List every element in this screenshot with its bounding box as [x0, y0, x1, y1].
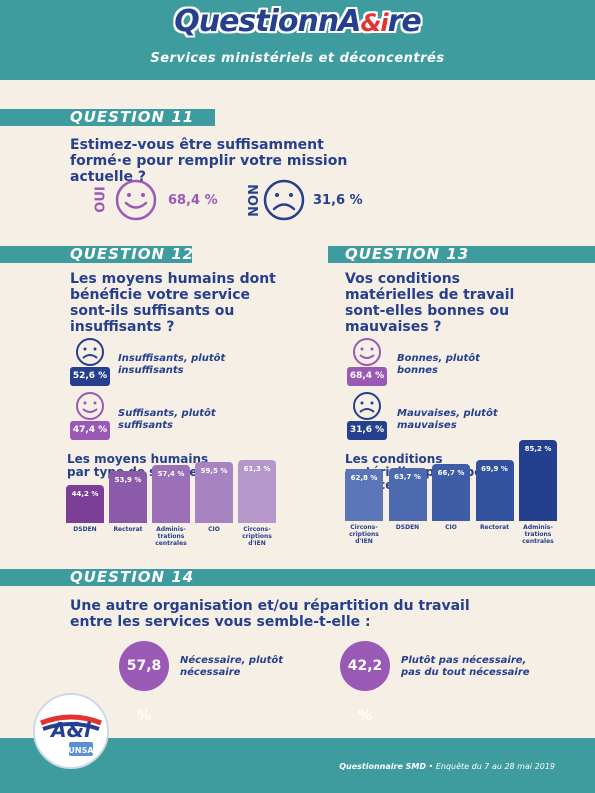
bar-value-label: 69,9 % — [481, 465, 508, 474]
q13-bonnes-badge: 68,4 % — [347, 367, 387, 386]
q12-label: QUESTION 12 — [70, 245, 195, 263]
logo-text: A&i — [49, 718, 92, 742]
oui-percent: 68,4 % — [168, 193, 218, 208]
q13-title: Vos conditions matérielles de travail so… — [345, 271, 515, 335]
sad-face-icon — [76, 338, 104, 366]
bar-category-label: Circons-criptions d'IEN — [349, 524, 379, 545]
q12-insuff-text: Insuffisants, plutôt insuffisants — [118, 353, 226, 376]
q13-mauvaises-text: Mauvaises, plutôt mauvaises — [397, 408, 498, 431]
bar-category-label: Adminis-trations centrales — [522, 524, 554, 545]
q14-pas-necessaire-text: Plutôt pas nécessaire, pas du tout néces… — [401, 655, 530, 678]
smile-face-icon — [115, 179, 157, 221]
bar-category-label: Circons-criptions d'IEN — [242, 526, 272, 547]
q13-band — [328, 246, 595, 263]
association-logo: A&i UNSA — [33, 693, 109, 769]
bar-value-label: 44,2 % — [71, 490, 99, 499]
bar-4: 61,3 % — [238, 459, 276, 523]
bar-3: 69,9 % — [475, 460, 514, 521]
q14-necessaire-circle: 57,8 % — [119, 641, 169, 724]
bar-3: 59,5 % — [195, 462, 233, 523]
smile-face-icon — [76, 392, 104, 420]
footer-text: Questionnaire SMD • Enquête du 7 au 28 m… — [339, 762, 555, 771]
q12-band — [0, 246, 192, 263]
bar-category-label: Rectorat — [113, 526, 143, 533]
q11-band — [0, 109, 215, 126]
q12-suff-badge: 47,4 % — [70, 421, 110, 440]
bar-category-label: Rectorat — [479, 524, 510, 531]
bar-value-label: 62,8 % — [350, 474, 378, 483]
non-percent: 31,6 % — [313, 193, 363, 208]
bar-2: 57,4 % — [152, 465, 190, 523]
bar-0: 62,8 % — [345, 469, 383, 521]
bar-value-label: 59,5 % — [200, 467, 228, 476]
non-label: NON — [246, 184, 262, 217]
bar-value-label: 63,7 % — [394, 473, 421, 482]
q12-suff-text: Suffisants, plutôt suffisants — [118, 408, 216, 431]
smile-face-icon — [353, 338, 381, 366]
bar-value-label: 61,3 % — [243, 464, 271, 473]
bar-value-label: 85,2 % — [524, 445, 552, 454]
bar-1: 53,9 % — [109, 470, 147, 523]
q14-necessaire-text: Nécessaire, plutôt nécessaire — [180, 655, 284, 678]
bar-1: 63,7 % — [388, 468, 427, 521]
bar-category-label: DSDEN — [395, 524, 420, 531]
q12-insuff-badge: 52,6 % — [70, 367, 110, 386]
bar-value-label: 57,4 % — [157, 470, 185, 479]
header-band — [0, 0, 595, 80]
brand-logo: QuestionnA&ire — [174, 4, 422, 39]
sad-face-icon — [353, 392, 381, 420]
bar-category-label: DSDEN — [73, 526, 97, 533]
logo-icon: A&i UNSA — [40, 714, 102, 756]
q14-title: Une autre organisation et/ou répartition… — [70, 598, 470, 630]
q12-title: Les moyens humains dont bénéficie votre … — [70, 271, 276, 335]
q11-label: QUESTION 11 — [70, 108, 195, 126]
bar-category-label: CIO — [445, 524, 457, 531]
bar-2: 66,7 % — [432, 464, 470, 521]
q11-title: Estimez-vous être suffisamment formé·e p… — [70, 137, 348, 185]
q14-label: QUESTION 14 — [70, 568, 195, 586]
q13-label: QUESTION 13 — [345, 245, 470, 263]
bar-value-label: 53,9 % — [114, 475, 142, 484]
oui-label: OUI — [93, 186, 109, 213]
logo-sub-text: UNSA — [68, 746, 94, 755]
bar-value-label: 66,7 % — [437, 469, 465, 478]
bar-0: 44,2 % — [66, 485, 104, 523]
page-subtitle: Services ministériels et déconcentrés — [150, 51, 445, 66]
bar-4: 85,2 % — [519, 440, 557, 521]
bar-category-label: CIO — [208, 526, 220, 533]
q13-mauvaises-badge: 31,6 % — [347, 421, 387, 440]
q13-bonnes-text: Bonnes, plutôt bonnes — [397, 353, 480, 376]
bar-category-label: Adminis-trations centrales — [155, 526, 187, 547]
sad-face-icon — [263, 179, 305, 221]
q14-band — [0, 569, 595, 586]
q14-pas-necessaire-circle: 42,2 % — [340, 641, 390, 724]
